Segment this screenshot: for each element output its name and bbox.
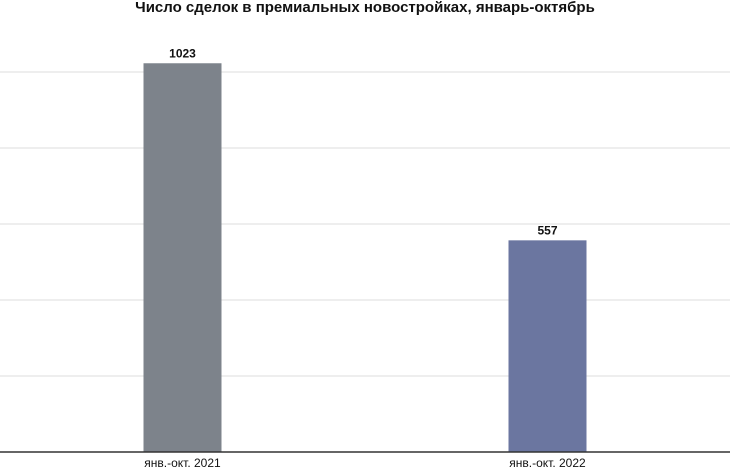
x-tick-label: янв.-окт. 2021: [144, 456, 221, 469]
bar: [143, 63, 222, 452]
chart-title: Число сделок в премиальных новостройках,…: [135, 0, 595, 16]
data-label: 557: [537, 224, 557, 238]
bar: [508, 240, 587, 452]
data-label: 1023: [169, 46, 196, 60]
x-tick-label: янв.-окт. 2022: [509, 456, 586, 469]
